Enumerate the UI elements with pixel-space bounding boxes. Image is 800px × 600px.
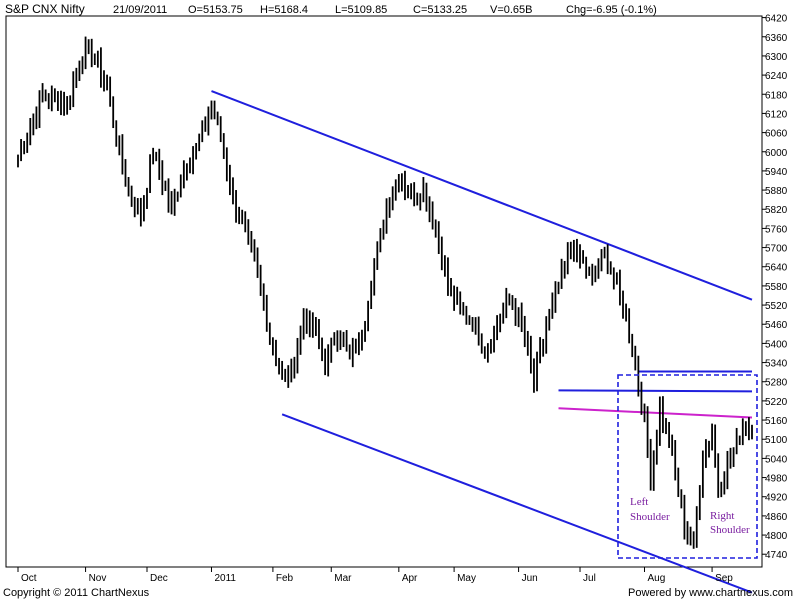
price-bars [17,36,753,549]
left-shoulder-label-line1: Left [630,496,648,508]
x-tick-label: Oct [21,573,37,584]
y-tick-label: 5160 [765,416,788,427]
y-tick-label: 4860 [765,512,788,523]
y-tick-label: 5220 [765,397,788,408]
y-tick-label: 6180 [765,90,788,101]
y-tick-label: 4920 [765,493,788,504]
right-shoulder-label-line2: Shoulder [710,524,750,536]
footer-powered-by: Powered by www.chartnexus.com [628,587,793,599]
trendline [558,389,753,393]
y-tick-label: 4800 [765,531,788,542]
x-tick-label: Mar [334,573,352,584]
y-tick-label: 6300 [765,52,788,63]
x-tick-label: Jul [583,573,596,584]
y-tick-label: 5280 [765,378,788,389]
chart-title: S&P CNX Nifty [5,2,85,16]
header-volume: V=0.65B [490,4,533,16]
plot-frame [5,15,763,568]
trendline [281,413,753,594]
y-tick-label: 5400 [765,339,788,350]
x-tick-label: May [457,573,476,584]
y-tick-label: 5520 [765,301,788,312]
y-tick-label: 6360 [765,33,788,44]
header-high: H=5168.4 [260,4,308,16]
header-change: Chg=-6.95 (-0.1%) [566,4,657,16]
right-shoulder-label-line1: Right [710,510,734,522]
trendline [211,90,753,301]
y-tick-label: 6120 [765,109,788,120]
x-tick-label: Jun [522,573,538,584]
y-tick-label: 5040 [765,454,788,465]
y-tick-label: 5340 [765,359,788,370]
header-date: 21/09/2011 [113,4,167,16]
y-tick-label: 5460 [765,320,788,331]
neckline [558,407,753,419]
header-low: L=5109.85 [335,4,387,16]
x-axis-ticks: Oct Nov Dec 2011 Feb Mar Apr May Jun Jul Aug Sep [17,567,733,584]
y-tick-label: 6060 [765,129,788,140]
x-tick-label: Sep [715,573,733,584]
y-tick-label: 4740 [765,550,788,561]
x-tick-label: 2011 [214,573,236,584]
y-tick-label: 5640 [765,263,788,274]
y-tick-label: 5940 [765,167,788,178]
y-tick-label: 5760 [765,224,788,235]
y-tick-label: 6000 [765,148,788,159]
pattern-box [617,374,758,559]
x-tick-label: Dec [150,573,168,584]
y-tick-label: 5820 [765,205,788,216]
y-tick-label: 5700 [765,244,788,255]
x-tick-label: Apr [402,573,418,584]
footer-copyright: Copyright © 2011 ChartNexus [3,587,150,599]
y-tick-label: 5880 [765,186,788,197]
left-shoulder-label-line2: Shoulder [630,511,670,523]
y-axis-ticks: 4740 4800 4860 4920 4980 5040 5100 5160 5220 5280… [762,14,788,561]
y-tick-label: 5100 [765,435,788,446]
y-tick-label: 4980 [765,474,788,485]
trendlines [211,90,753,594]
x-tick-label: Aug [648,573,666,584]
x-tick-label: Feb [276,573,294,584]
y-tick-label: 6420 [765,14,788,25]
header-close: C=5133.25 [413,4,467,16]
header-open: O=5153.75 [188,4,243,16]
y-tick-label: 5580 [765,282,788,293]
x-tick-label: Nov [89,573,107,584]
y-tick-label: 6240 [765,71,788,82]
